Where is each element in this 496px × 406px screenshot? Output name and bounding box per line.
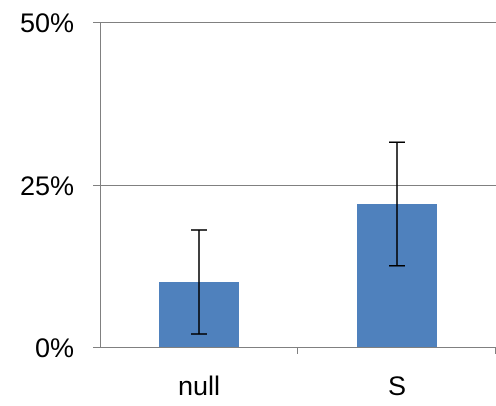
x-category-label: null (178, 371, 220, 401)
gridlines (100, 22, 496, 186)
labels: 0% 25% 50% null S (20, 8, 406, 401)
y-tick-label: 50% (20, 8, 74, 38)
y-tick-label: 25% (20, 171, 74, 201)
error-bar-S (389, 141, 405, 267)
bars (159, 204, 437, 347)
error-bars (191, 141, 405, 335)
error-bar-null (191, 229, 207, 335)
y-tick-label: 0% (35, 333, 74, 363)
x-category-label: S (388, 371, 406, 401)
